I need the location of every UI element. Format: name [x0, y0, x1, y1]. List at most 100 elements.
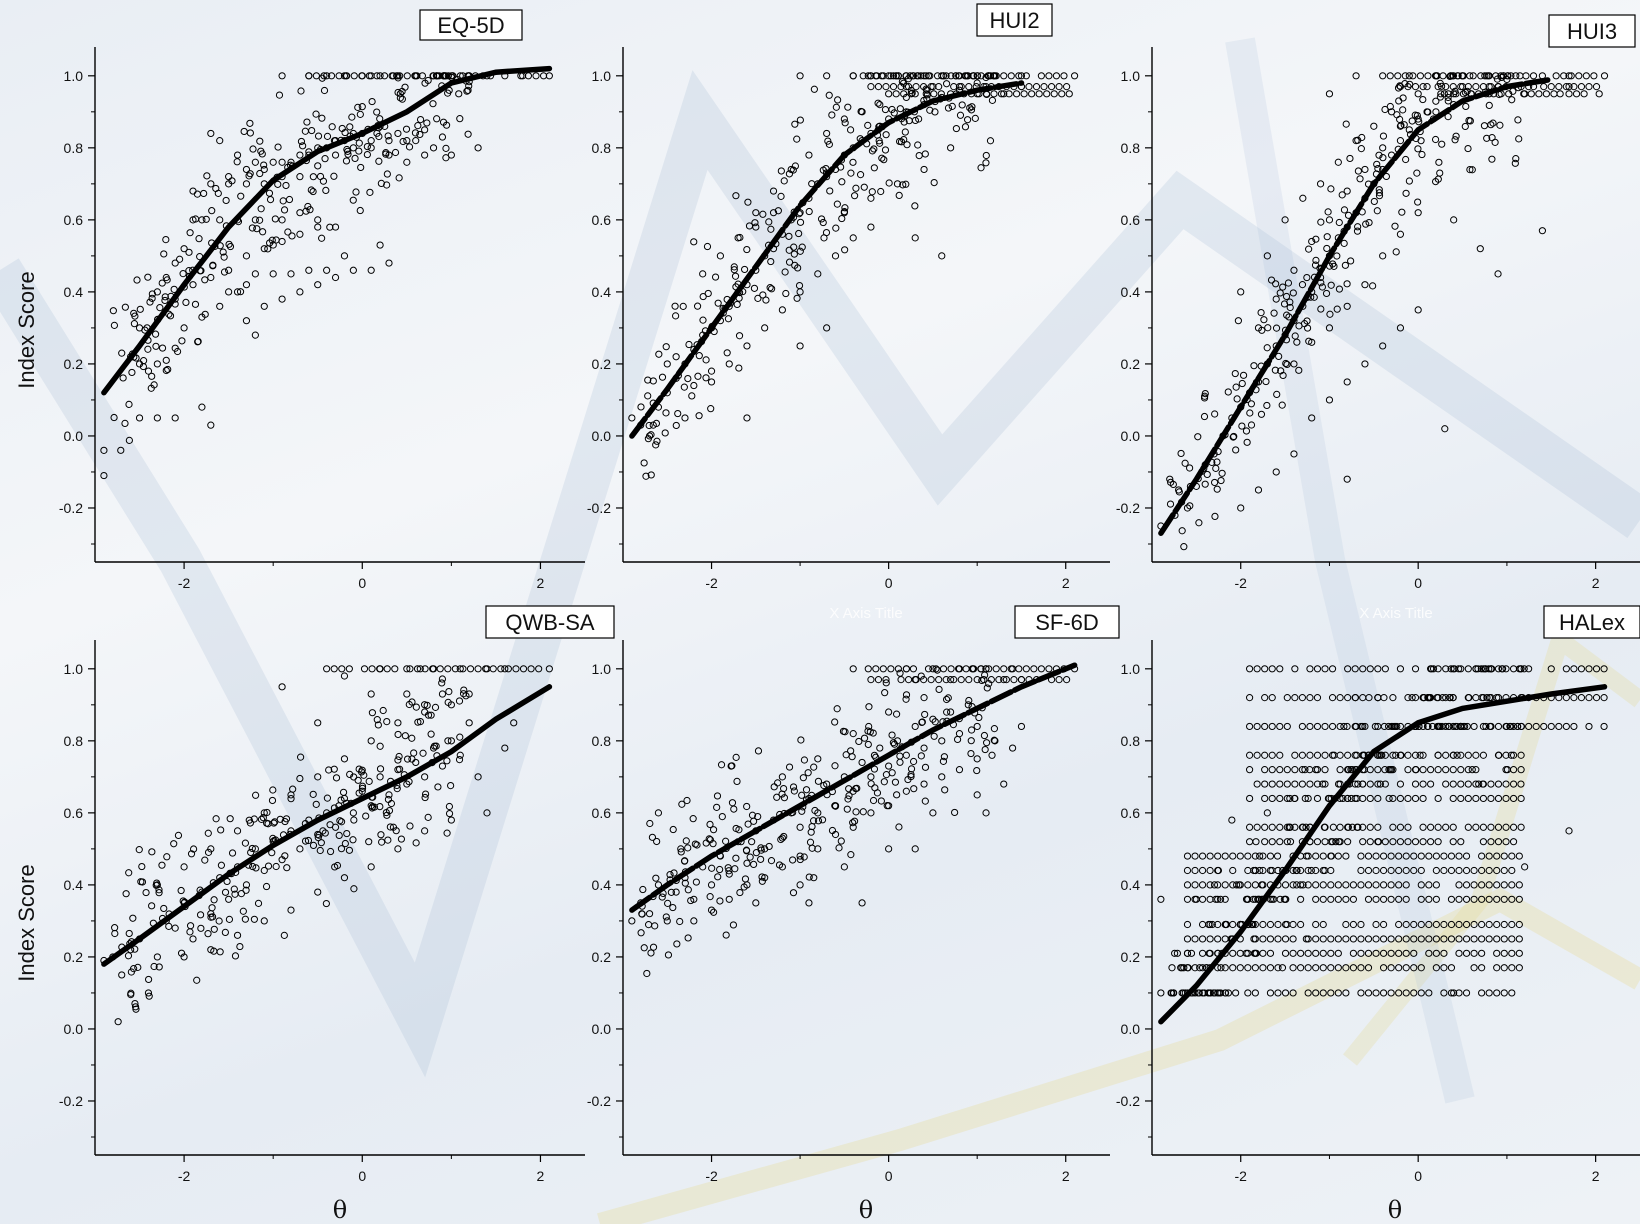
- data-point: [312, 72, 320, 80]
- data-point: [1272, 324, 1281, 332]
- data-point: [1312, 949, 1320, 957]
- data-point: [907, 90, 915, 98]
- data-point: [445, 688, 453, 696]
- data-point: [980, 676, 988, 684]
- data-point: [992, 665, 1000, 673]
- y-tick-label: 1.0: [1121, 661, 1141, 677]
- data-point: [1434, 722, 1442, 731]
- data-point: [1055, 676, 1063, 684]
- data-point: [942, 676, 950, 684]
- data-point: [1211, 512, 1219, 521]
- data-point: [1361, 722, 1369, 731]
- data-point: [1379, 342, 1387, 350]
- data-point: [1261, 823, 1269, 831]
- data-point: [1250, 362, 1258, 370]
- data-point: [289, 785, 297, 793]
- data-point: [744, 198, 752, 206]
- data-point: [920, 694, 928, 702]
- data-point: [1359, 794, 1367, 803]
- data-point: [305, 266, 313, 274]
- data-point: [144, 345, 152, 353]
- data-point: [191, 300, 200, 308]
- data-point: [1327, 989, 1335, 997]
- data-point: [682, 837, 690, 845]
- data-point: [711, 273, 720, 281]
- data-point: [897, 676, 905, 684]
- data-point: [434, 783, 442, 791]
- data-point: [444, 72, 452, 80]
- data-point: [1463, 87, 1471, 95]
- data-point: [109, 307, 117, 315]
- data-point: [256, 169, 264, 178]
- data-point: [455, 697, 464, 705]
- data-point: [806, 838, 815, 846]
- data-point: [823, 324, 831, 332]
- data-point: [269, 834, 277, 842]
- data-point: [1385, 766, 1393, 774]
- data-point: [1251, 935, 1259, 943]
- data-point: [1323, 244, 1331, 253]
- data-point: [171, 924, 179, 932]
- data-point: [741, 875, 750, 883]
- data-point: [220, 268, 229, 276]
- data-point: [672, 888, 680, 896]
- data-point: [855, 737, 863, 746]
- data-point: [678, 800, 686, 808]
- data-point: [853, 784, 861, 792]
- data-point: [673, 940, 681, 948]
- data-point: [316, 846, 324, 855]
- data-point: [875, 137, 883, 145]
- data-point: [1478, 949, 1486, 957]
- data-point: [360, 665, 369, 673]
- data-point: [111, 924, 119, 932]
- data-point: [1585, 722, 1593, 731]
- data-point: [430, 742, 439, 750]
- data-point: [798, 243, 806, 251]
- data-point: [706, 836, 714, 844]
- y-tick-label: 1.0: [64, 68, 84, 84]
- data-point: [1286, 303, 1294, 312]
- data-point: [867, 83, 875, 91]
- data-point: [249, 145, 257, 153]
- data-point: [1410, 920, 1418, 929]
- data-point: [1509, 751, 1518, 759]
- data-point: [246, 129, 254, 137]
- fitted-curve: [1158, 684, 1608, 1025]
- data-point: [958, 101, 966, 109]
- data-point: [1438, 722, 1446, 731]
- fitted-curve: [101, 684, 553, 967]
- data-point: [1464, 751, 1472, 759]
- data-point: [1387, 881, 1395, 889]
- data-point: [651, 922, 659, 930]
- data-point: [1353, 227, 1362, 235]
- data-point: [416, 115, 425, 124]
- data-point: [1276, 794, 1284, 803]
- data-point: [1400, 121, 1408, 129]
- data-point: [136, 305, 144, 313]
- data-point: [902, 691, 911, 699]
- data-point: [1191, 964, 1199, 972]
- data-point: [1272, 280, 1280, 288]
- data-point: [859, 72, 867, 80]
- data-point: [1395, 97, 1403, 105]
- data-point: [1327, 852, 1335, 860]
- data-point: [831, 802, 839, 810]
- data-point: [1261, 780, 1269, 788]
- data-point: [1348, 766, 1356, 774]
- data-point: [742, 847, 751, 855]
- data-point: [1372, 935, 1380, 943]
- data-point: [876, 139, 884, 147]
- data-point: [1485, 101, 1493, 110]
- data-point: [148, 848, 156, 856]
- y-tick-label: 0.4: [1121, 877, 1141, 893]
- data-point: [445, 802, 454, 811]
- data-point: [767, 257, 775, 266]
- data-point: [177, 886, 185, 895]
- data-point: [889, 739, 898, 747]
- data-point: [1483, 694, 1491, 702]
- data-point: [1312, 964, 1320, 972]
- data-point: [1395, 989, 1403, 997]
- data-point: [1517, 823, 1525, 831]
- data-point: [394, 88, 402, 97]
